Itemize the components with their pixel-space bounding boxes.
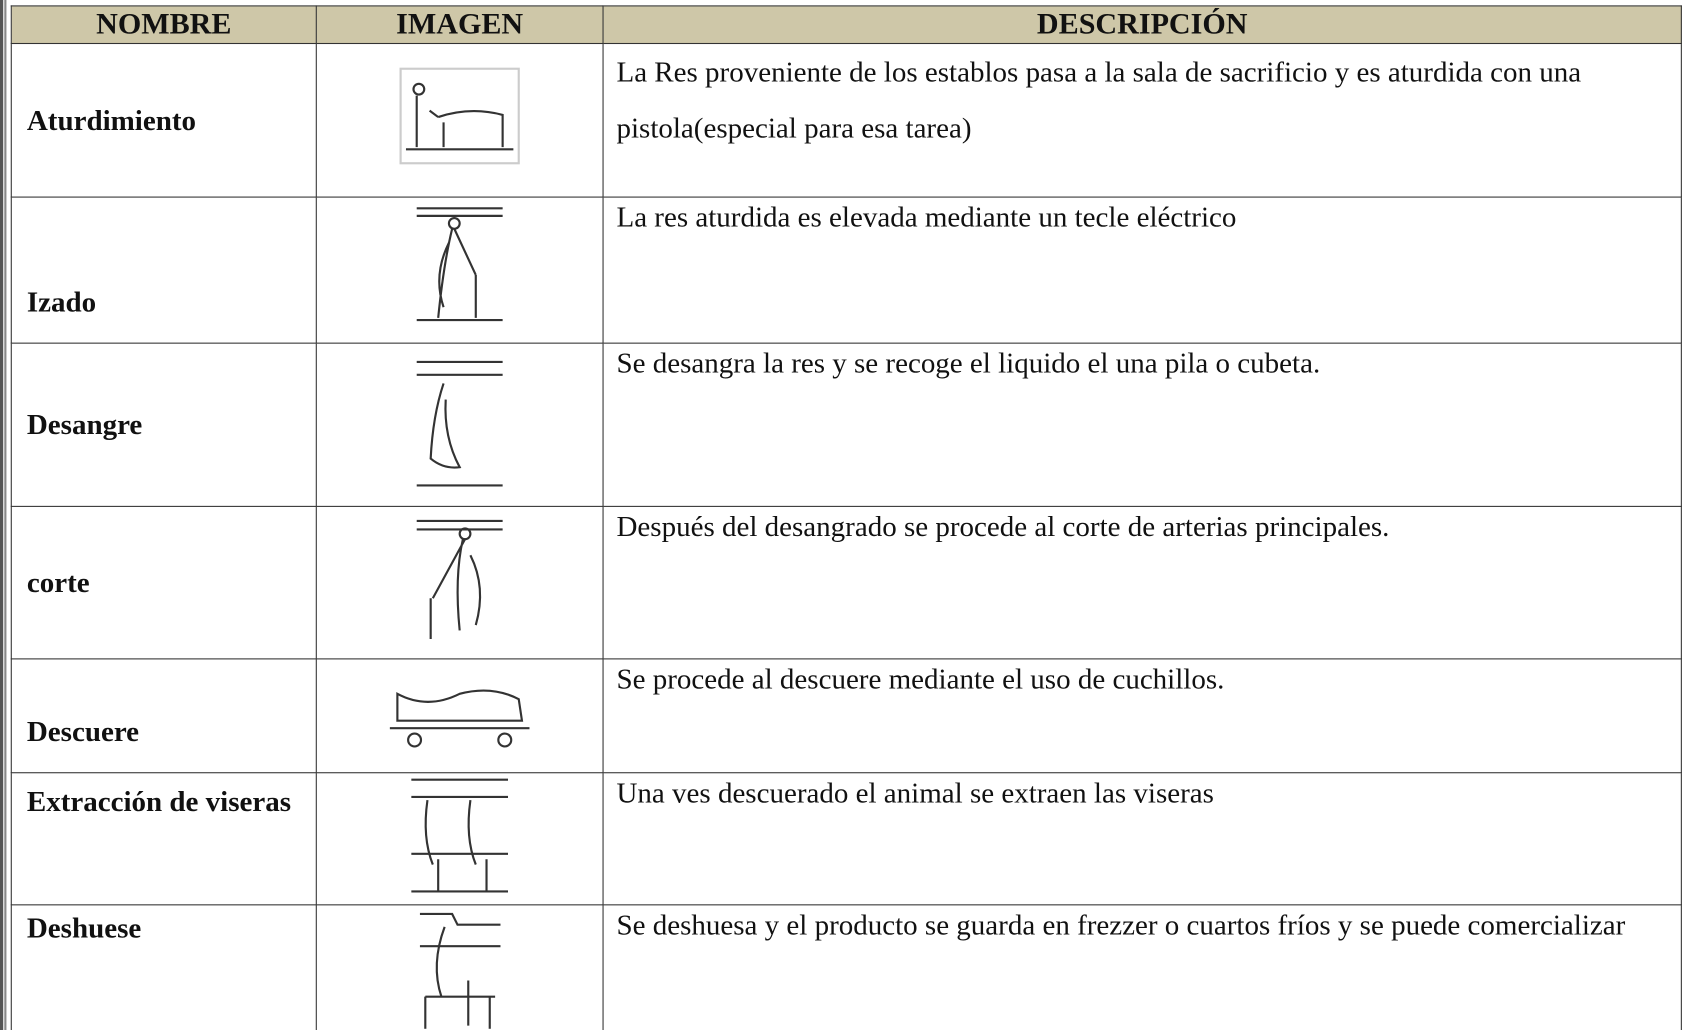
step-image <box>315 505 604 660</box>
step-description: La res aturdida es elevada mediante un t… <box>602 196 1682 344</box>
header-row: NOMBRE IMAGEN DESCRIPCIÓN <box>10 5 1682 45</box>
step-description: Se desangra la res y se recoge el liquid… <box>602 342 1682 507</box>
sketch <box>419 912 500 1029</box>
step-name: Desangre <box>10 342 317 507</box>
table-row: Izado La res aturdida es elevada mediante… <box>10 196 1682 344</box>
step-name: Descuere <box>10 658 317 774</box>
sketch <box>416 519 503 639</box>
step-description: Se procede al descuere mediante el uso d… <box>602 658 1682 774</box>
step-name: Deshuese <box>10 904 317 1030</box>
step-name: Extracción de viseras <box>10 772 317 906</box>
table-row: Desangre Se desangra la res y se recoge e… <box>10 342 1682 507</box>
sketch <box>411 778 509 893</box>
page-edge <box>0 0 7 1030</box>
step-description: Una ves descuerado el animal se extraen … <box>602 772 1682 906</box>
step-image <box>315 42 604 198</box>
header-cell: IMAGEN <box>315 5 604 45</box>
table-row: Aturdimiento La Res proveniente de los es… <box>10 42 1682 198</box>
step-description: Después del desangrado se procede al cor… <box>602 505 1682 660</box>
sketch <box>399 67 520 164</box>
step-name: Izado <box>10 196 317 344</box>
step-image <box>315 342 604 507</box>
table-row: corte Después del desangrado se procede a… <box>10 505 1682 660</box>
sketch <box>416 206 503 321</box>
header-cell: NOMBRE <box>10 5 317 45</box>
step-name: corte <box>10 505 317 660</box>
step-image <box>315 904 604 1030</box>
table-row: Deshuese Se deshuesa y el producto se gua… <box>10 904 1682 1030</box>
step-description: La Res proveniente de los establos pasa … <box>602 42 1682 198</box>
step-name: Aturdimiento <box>10 42 317 198</box>
step-image <box>315 658 604 774</box>
step-description: Se deshuesa y el producto se guarda en f… <box>602 904 1682 1030</box>
step-image <box>315 196 604 344</box>
sketch <box>416 360 503 487</box>
step-image <box>315 772 604 906</box>
table-row: Extracción de viseras Una ves descuerado … <box>10 772 1682 906</box>
sketch <box>389 688 530 747</box>
header-cell: DESCRIPCIÓN <box>602 5 1682 45</box>
table-row: Descuere Se procede al descuere mediante … <box>10 658 1682 774</box>
process-table: NOMBRE IMAGEN DESCRIPCIÓN Aturdimiento La… <box>10 5 1682 1030</box>
